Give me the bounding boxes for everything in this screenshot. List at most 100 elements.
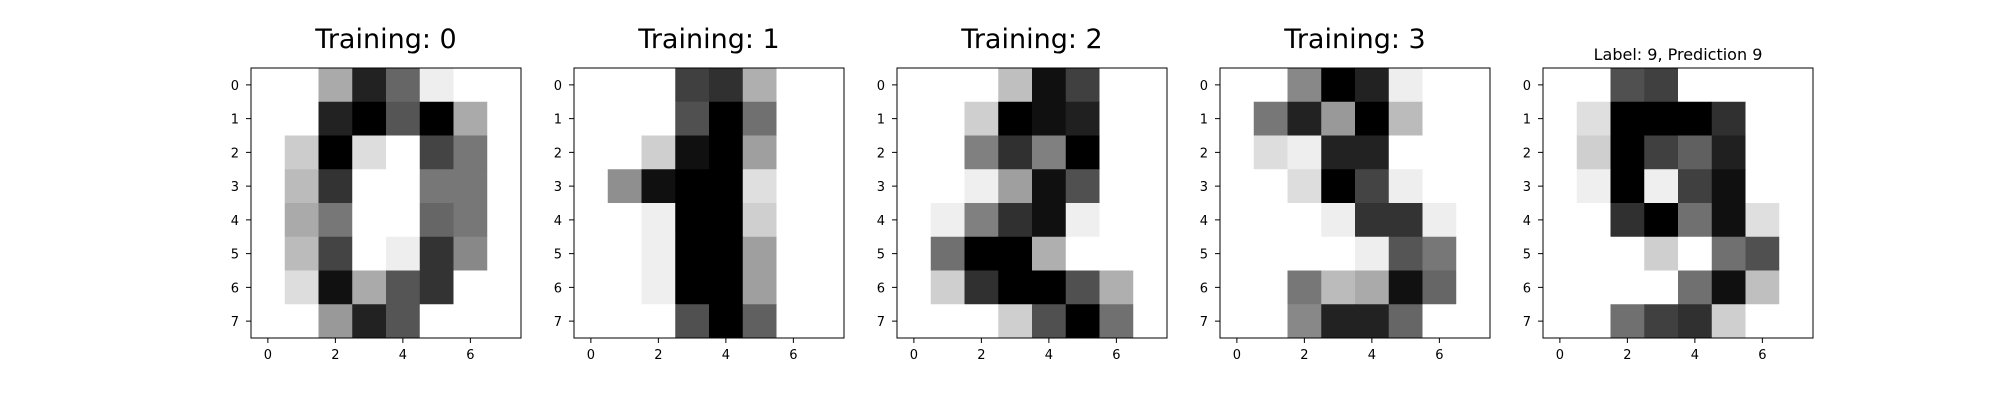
pixel-cell: [1745, 101, 1780, 136]
x-tick-label: 6: [1758, 348, 1766, 363]
pixel-cell: [776, 236, 811, 271]
pixel-cell: [1321, 101, 1356, 136]
pixel-cell: [1032, 236, 1067, 271]
pixel-cell: [1388, 135, 1423, 170]
pixel-cell: [1610, 304, 1645, 339]
pixel-cell: [1287, 236, 1322, 271]
x-tick-label: 2: [1623, 348, 1631, 363]
pixel-cell: [776, 169, 811, 204]
pixel-cell: [251, 135, 286, 170]
pixel-cell: [1711, 101, 1746, 136]
pixel-cell: [709, 203, 744, 238]
axes-frame: [573, 67, 845, 339]
pixel-cell: [776, 101, 811, 136]
pixel-cell: [641, 101, 676, 136]
x-tick-label: 0: [587, 348, 595, 363]
pixel-cell: [1678, 203, 1713, 238]
pixel-cell: [897, 101, 932, 136]
y-tick-label: 7: [1523, 315, 1531, 330]
axis-ticks: 0 2 4 6 0 1 2 3 4 5 6 7: [1523, 79, 1767, 363]
pixel-cell: [742, 236, 777, 271]
pixel-cell: [1065, 304, 1100, 339]
pixel-cell: [453, 101, 488, 136]
pixel-cell: [1422, 169, 1457, 204]
y-tick-label: 3: [1200, 180, 1208, 195]
pixel-cell: [1099, 304, 1134, 339]
y-tick-label: 1: [877, 113, 885, 128]
pixel-cell: [1779, 169, 1814, 204]
pixel-cell: [964, 236, 999, 271]
x-tick-label: 4: [1045, 348, 1053, 363]
y-tick-label: 6: [231, 281, 239, 296]
y-tick-label: 1: [1523, 113, 1531, 128]
pixel-cell: [1253, 203, 1288, 238]
pixel-cell: [574, 270, 609, 305]
pixel-cell: [487, 304, 522, 339]
x-tick-label: 2: [654, 348, 662, 363]
panel-training-0: Training: 0 0 2 4 6 0 1 2 3 4 5 6 7: [231, 24, 522, 363]
pixel-cell: [998, 135, 1033, 170]
pixel-cell: [1099, 101, 1134, 136]
pixel-cell: [352, 203, 387, 238]
pixel-cell: [930, 236, 965, 271]
pixel-cell: [897, 68, 932, 103]
x-tick-label: 0: [1233, 348, 1241, 363]
pixel-cell: [709, 236, 744, 271]
y-tick-label: 4: [1523, 214, 1531, 229]
pixel-cell: [1456, 203, 1491, 238]
pixel-cell: [419, 203, 454, 238]
pixel-cell: [453, 203, 488, 238]
pixel-cell: [998, 169, 1033, 204]
pixel-cell: [1779, 101, 1814, 136]
pixel-cell: [930, 270, 965, 305]
pixel-cell: [930, 203, 965, 238]
pixel-cell: [251, 203, 286, 238]
pixel-cell: [1032, 203, 1067, 238]
pixel-cell: [574, 169, 609, 204]
pixel-cell: [1745, 135, 1780, 170]
pixel-cell: [1644, 304, 1679, 339]
pixel-cell: [1388, 304, 1423, 339]
y-tick-label: 5: [231, 248, 239, 263]
pixel-cell: [1745, 169, 1780, 204]
y-tick-label: 4: [877, 214, 885, 229]
pixel-cell: [318, 169, 353, 204]
pixel-cell: [284, 135, 319, 170]
y-tick-label: 4: [554, 214, 562, 229]
pixel-cell: [1032, 169, 1067, 204]
y-tick-label: 2: [554, 146, 562, 161]
pixel-cell: [1355, 101, 1390, 136]
pixel-cell: [1220, 101, 1255, 136]
pixel-cell: [1287, 270, 1322, 305]
pixel-cell: [1711, 169, 1746, 204]
pixel-cell: [1388, 169, 1423, 204]
pixel-grid: [574, 68, 845, 339]
pixel-cell: [1543, 203, 1578, 238]
pixel-cell: [641, 236, 676, 271]
pixel-cell: [1355, 304, 1390, 339]
panel-title: Training: 2: [960, 24, 1102, 55]
pixel-cell: [352, 169, 387, 204]
pixel-cell: [453, 236, 488, 271]
pixel-cell: [1321, 169, 1356, 204]
pixel-cell: [1678, 68, 1713, 103]
y-tick-label: 3: [877, 180, 885, 195]
pixel-cell: [1644, 135, 1679, 170]
pixel-cell: [1456, 101, 1491, 136]
y-tick-label: 0: [231, 79, 239, 94]
pixel-cell: [1576, 135, 1611, 170]
pixel-cell: [607, 236, 642, 271]
pixel-cell: [1610, 203, 1645, 238]
y-tick-label: 5: [877, 248, 885, 263]
pixel-cell: [1032, 304, 1067, 339]
pixel-cell: [675, 304, 710, 339]
pixel-cell: [1388, 236, 1423, 271]
pixel-cell: [810, 101, 845, 136]
pixel-cell: [251, 304, 286, 339]
pixel-cell: [1422, 304, 1457, 339]
y-tick-label: 7: [554, 315, 562, 330]
pixel-cell: [352, 270, 387, 305]
y-tick-label: 7: [231, 315, 239, 330]
pixel-cell: [1321, 203, 1356, 238]
x-tick-label: 4: [1691, 348, 1699, 363]
